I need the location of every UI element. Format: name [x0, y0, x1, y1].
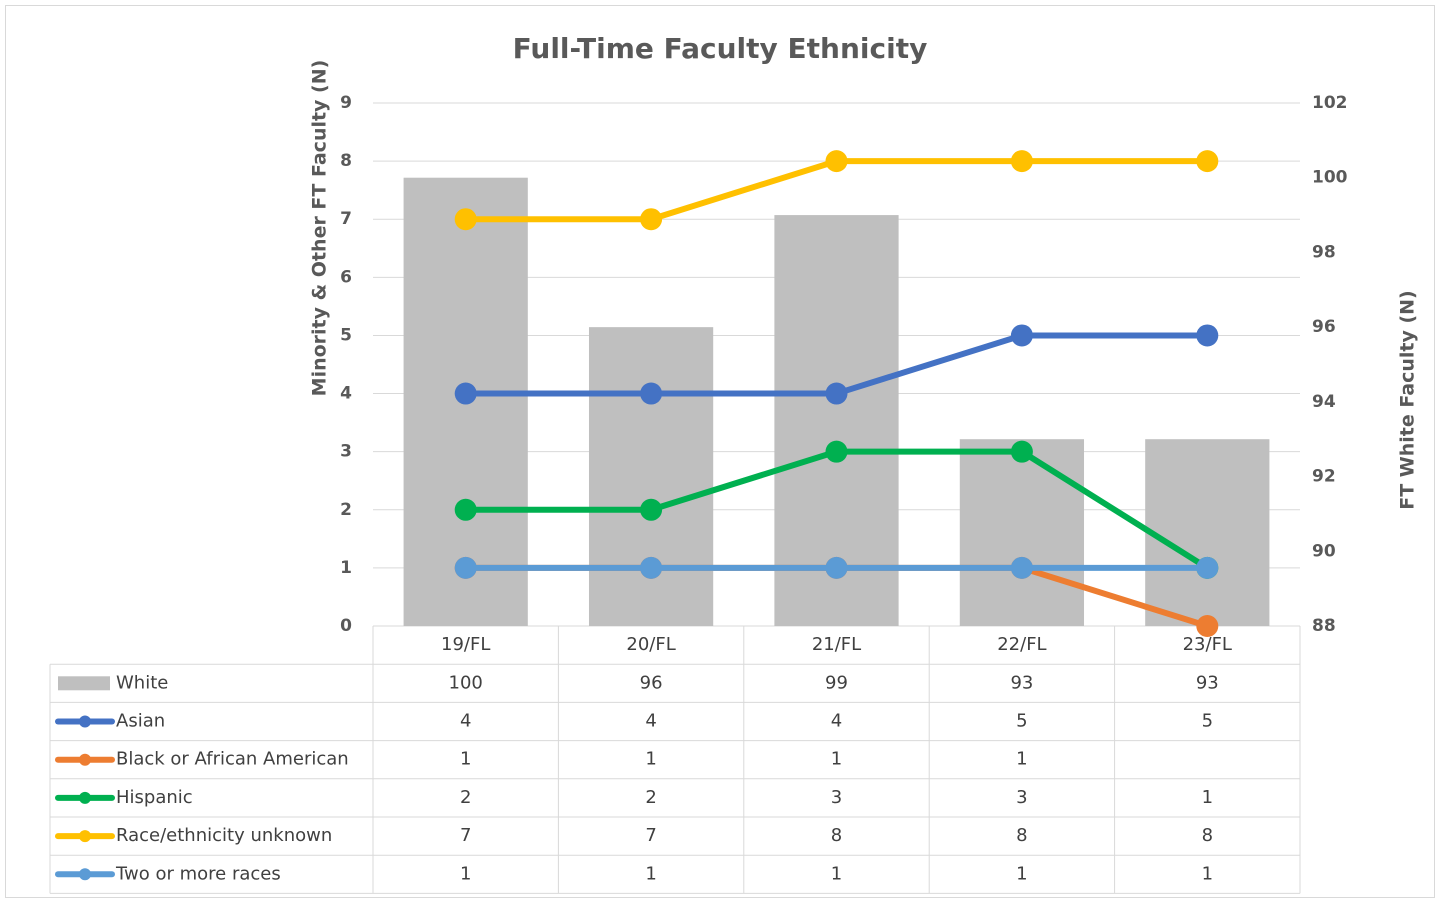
table-value: 8	[1202, 825, 1213, 846]
point	[454, 382, 477, 405]
x-tick-label: 23/FL	[1183, 634, 1232, 655]
table-value: 8	[831, 825, 842, 846]
table-value: 5	[1202, 711, 1213, 732]
legend-label: Black or African American	[116, 749, 349, 770]
y2-tick-label: 94	[1312, 392, 1336, 412]
y2-tick-label: 100	[1312, 168, 1348, 188]
chart-title: Full-Time Faculty Ethnicity	[513, 32, 928, 65]
point	[825, 382, 848, 405]
point	[1010, 150, 1033, 173]
table-value: 8	[1016, 825, 1027, 846]
table-value: 1	[1202, 863, 1213, 884]
y2-tick-label: 90	[1312, 541, 1336, 561]
table-value: 100	[449, 672, 483, 693]
table-value: 96	[640, 672, 663, 693]
point	[640, 382, 663, 405]
x-tick-label: 21/FL	[812, 634, 861, 655]
bar	[588, 327, 714, 626]
legend-swatch	[79, 830, 91, 843]
point	[1196, 556, 1219, 579]
y-tick-label: 7	[340, 209, 352, 229]
point	[825, 150, 848, 173]
table-value: 1	[645, 863, 656, 884]
point	[1010, 556, 1033, 579]
y-tick-label: 2	[340, 500, 352, 520]
y2-tick-label: 92	[1312, 467, 1336, 487]
legend-swatch	[58, 676, 110, 691]
legend-label: Asian	[116, 711, 165, 732]
table-value: 2	[460, 787, 471, 808]
table-value: 4	[831, 711, 842, 732]
point	[1196, 615, 1219, 637]
table-value: 4	[645, 711, 656, 732]
y-tick-label: 0	[340, 616, 352, 636]
legend-label: White	[116, 672, 168, 693]
point	[1010, 324, 1033, 347]
table-value: 1	[460, 863, 471, 884]
x-tick-label: 19/FL	[441, 634, 490, 655]
legend-swatch	[79, 791, 91, 804]
table-value: 93	[1010, 672, 1033, 693]
table-value: 3	[831, 787, 842, 808]
legend-swatch	[79, 715, 91, 728]
y-tick-label: 5	[340, 325, 352, 345]
y-tick-label: 4	[340, 384, 352, 404]
table-value: 4	[460, 711, 471, 732]
point	[825, 556, 848, 579]
y2-tick-label: 96	[1312, 317, 1336, 337]
table-value: 1	[831, 749, 842, 770]
legend-label: Hispanic	[116, 787, 193, 808]
y2-axis-title: FT White Faculty (N)	[1397, 290, 1419, 509]
legend-swatch	[79, 868, 91, 881]
y2-tick-label: 102	[1312, 93, 1348, 113]
table-value: 1	[831, 863, 842, 884]
point	[454, 498, 477, 521]
x-tick-label: 22/FL	[997, 634, 1046, 655]
y-axis-title: Minority & Other FT Faculty (N)	[309, 60, 331, 397]
table-value: 7	[645, 825, 656, 846]
x-tick-label: 20/FL	[626, 634, 675, 655]
table-value: 99	[825, 672, 848, 693]
y-tick-label: 3	[340, 442, 352, 462]
bar	[1145, 439, 1270, 626]
legend-label: Two or more races	[115, 863, 281, 884]
point	[1196, 150, 1219, 173]
table-value: 1	[1016, 749, 1027, 770]
table-value: 1	[1016, 863, 1027, 884]
table-value: 5	[1016, 711, 1027, 732]
y-tick-label: 6	[340, 267, 352, 287]
point	[1010, 440, 1033, 463]
legend-swatch	[79, 753, 91, 766]
table-value: 1	[645, 749, 656, 770]
point	[454, 208, 477, 231]
table-value: 93	[1196, 672, 1219, 693]
point	[825, 440, 848, 463]
table-value: 2	[645, 787, 656, 808]
bar	[959, 439, 1085, 626]
y-tick-label: 1	[340, 558, 352, 578]
table-value: 7	[460, 825, 471, 846]
point	[640, 208, 663, 231]
y2-tick-label: 98	[1312, 242, 1336, 262]
y-tick-label: 9	[340, 93, 352, 113]
point	[1196, 324, 1219, 347]
point	[454, 556, 477, 579]
table-value: 1	[1202, 787, 1213, 808]
y2-tick-label: 88	[1312, 616, 1336, 636]
legend-label: Race/ethnicity unknown	[116, 825, 332, 846]
table-value: 3	[1016, 787, 1027, 808]
table-value: 1	[460, 749, 471, 770]
point	[640, 498, 663, 521]
point	[640, 556, 663, 579]
y-tick-label: 8	[340, 151, 352, 171]
